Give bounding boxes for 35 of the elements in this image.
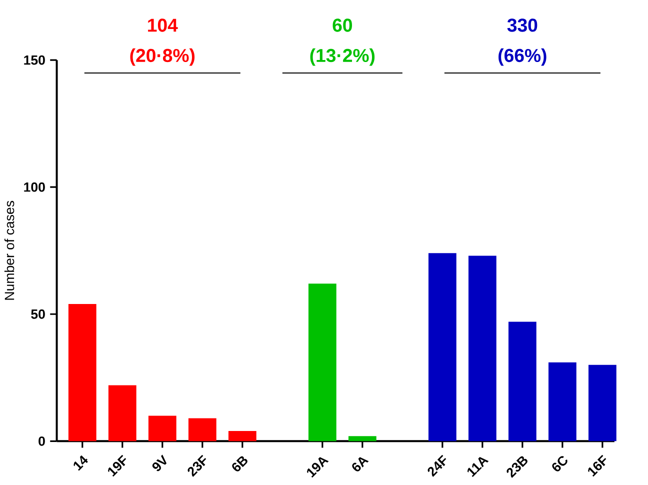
y-tick-label: 50 [31, 310, 45, 320]
annotation: (20·8%) [130, 48, 195, 66]
x-tick-label: 19A [306, 457, 329, 478]
x-tick-label: 6A [352, 457, 369, 472]
y-tick-label: 150 [24, 56, 45, 65]
bar [548, 362, 576, 442]
bar [428, 253, 456, 442]
y-tick-label: 0 [38, 436, 45, 446]
x-tick-label: 24F [428, 455, 446, 478]
y-axis-title: Number of cases [4, 201, 14, 300]
bar [188, 418, 216, 442]
bar [588, 365, 616, 442]
x-tick-label: 9V [152, 454, 167, 472]
annotation: (13·2%) [310, 48, 375, 66]
x-tick-label: 16F [588, 455, 606, 477]
x-tick-label: 6C [552, 456, 568, 472]
x-tick-label: 6B [232, 456, 248, 472]
bar [148, 416, 176, 442]
bar [348, 436, 376, 442]
bar [228, 431, 256, 442]
x-tick-label: 23F [188, 455, 206, 478]
bar [468, 256, 496, 442]
text: 104 [148, 18, 178, 32]
bar [108, 385, 136, 442]
text: 330 [507, 18, 538, 32]
x-tick-label: 11A [467, 457, 489, 478]
x-tick-label: 19F [108, 455, 126, 477]
bar [68, 304, 96, 442]
x-tick-label: 14 [74, 456, 88, 471]
text: 60 [332, 18, 352, 32]
bar [508, 322, 536, 442]
bar [308, 284, 336, 442]
x-tick-label: 23B [506, 456, 528, 478]
y-tick-label: 100 [24, 182, 45, 192]
annotation: (66%) [498, 48, 546, 66]
